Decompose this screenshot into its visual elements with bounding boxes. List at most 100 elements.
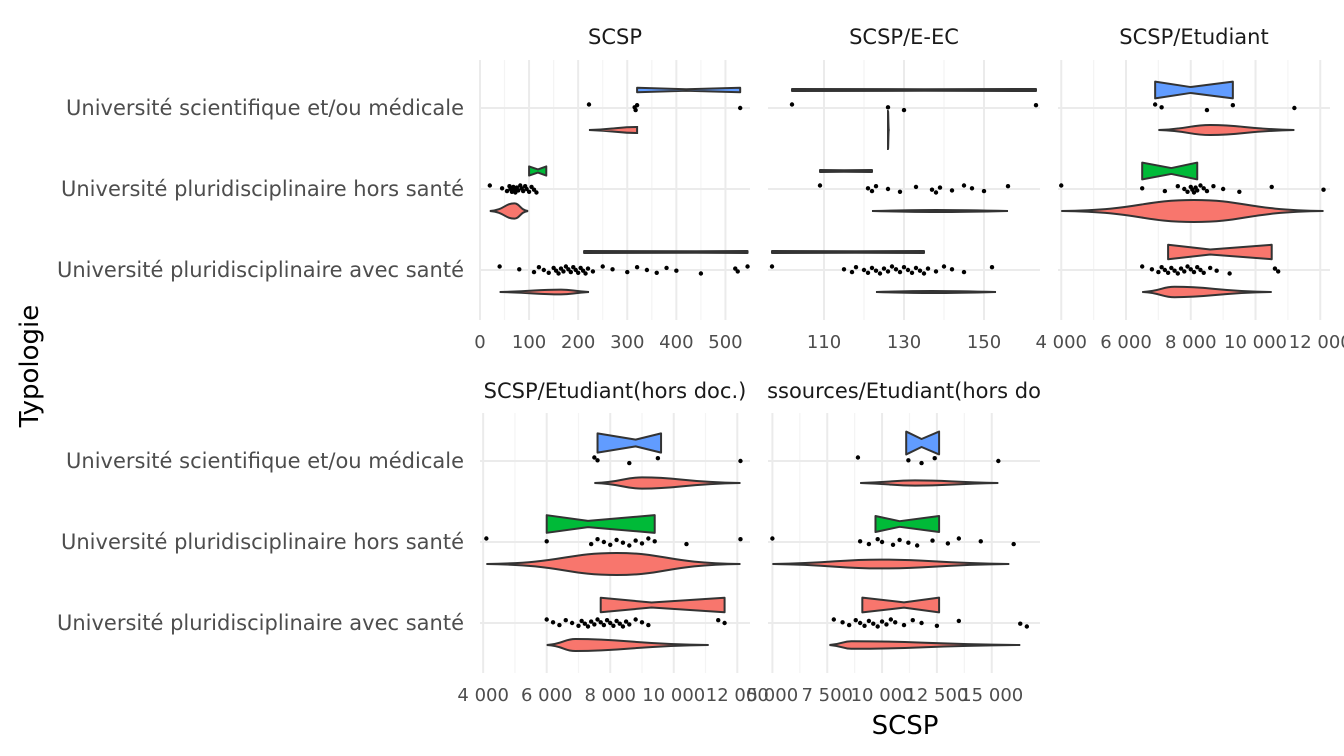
data-point — [1175, 271, 1181, 276]
data-point — [627, 622, 632, 627]
data-point — [646, 536, 651, 541]
data-point — [1156, 269, 1161, 275]
data-point — [1321, 187, 1326, 192]
data-point — [846, 622, 852, 628]
violin-shape — [594, 476, 741, 490]
data-point — [737, 105, 743, 111]
data-point — [738, 537, 743, 542]
data-point — [745, 264, 750, 269]
data-point — [956, 536, 962, 541]
data-point — [617, 621, 622, 626]
x-tick-label: 200 — [561, 332, 595, 353]
data-point — [546, 270, 551, 275]
data-point — [919, 620, 924, 626]
x-tick-label: 400 — [659, 332, 693, 353]
data-point — [627, 543, 632, 548]
x-tick-label: 6 000 — [1100, 332, 1152, 353]
data-point — [893, 620, 898, 625]
data-point — [1292, 105, 1297, 111]
data-point — [849, 269, 855, 275]
data-point — [884, 622, 889, 627]
data-point — [517, 267, 522, 272]
data-point — [862, 623, 867, 628]
violin-shape — [546, 637, 709, 653]
violin-shape — [772, 558, 1010, 570]
data-point — [610, 267, 615, 272]
x-tick-label: 4 000 — [457, 685, 509, 706]
data-point — [929, 187, 935, 192]
data-point — [625, 269, 630, 275]
data-point — [1172, 268, 1177, 273]
data-point — [853, 618, 858, 623]
data-point — [541, 267, 547, 273]
x-tick-label: 150 — [967, 332, 1001, 353]
x-tick-label: 10 000 — [642, 685, 705, 706]
data-point — [595, 458, 600, 463]
data-point — [869, 188, 875, 194]
data-point — [1005, 184, 1011, 189]
y-tick-label: Université pluridisciplinaire avec santé — [57, 258, 464, 282]
data-point — [855, 455, 861, 460]
notch-box — [874, 514, 941, 534]
data-point — [601, 622, 607, 628]
x-tick-label: 6 000 — [521, 685, 573, 706]
data-point — [945, 541, 951, 546]
data-point — [1227, 271, 1232, 276]
data-point — [1191, 190, 1197, 195]
data-point — [644, 267, 650, 273]
data-point — [930, 538, 935, 543]
data-point — [981, 188, 987, 194]
violin-shape — [829, 640, 1021, 650]
data-point — [557, 622, 562, 628]
data-point — [969, 186, 975, 191]
data-point — [913, 265, 919, 271]
data-point — [888, 617, 894, 622]
data-point — [866, 541, 872, 547]
data-point — [1059, 183, 1064, 188]
notch-box — [1167, 243, 1273, 261]
x-tick-label: 10 000 — [1224, 332, 1287, 353]
notch-box — [771, 250, 925, 254]
data-point — [722, 620, 727, 626]
data-point — [1165, 270, 1171, 275]
data-point — [1159, 265, 1164, 270]
y-tick-label: Université scientifique et/ou médicale — [66, 96, 464, 120]
data-point — [909, 270, 915, 275]
data-point — [996, 458, 1001, 464]
data-point — [585, 624, 591, 629]
data-point — [1185, 189, 1190, 194]
data-point — [627, 460, 632, 466]
notch-box — [819, 169, 873, 173]
data-point — [932, 456, 937, 461]
data-point — [600, 264, 605, 269]
data-point — [544, 539, 549, 544]
notch-box — [791, 88, 1037, 92]
violin-shape — [1142, 285, 1272, 299]
data-point — [652, 539, 657, 544]
data-point — [1162, 267, 1168, 273]
data-point — [614, 537, 619, 543]
data-point — [620, 624, 626, 629]
data-point — [873, 268, 879, 273]
data-point — [499, 186, 505, 191]
data-point — [633, 538, 638, 543]
x-tick-label: 8 000 — [1165, 332, 1217, 353]
x-tick-label: 0 — [474, 332, 485, 353]
data-point — [561, 269, 566, 274]
data-point — [1272, 266, 1278, 271]
data-point — [1211, 184, 1216, 189]
notch-box — [596, 432, 663, 454]
data-point — [544, 617, 549, 622]
notch-box — [583, 250, 749, 254]
data-point — [620, 540, 626, 545]
data-point — [604, 618, 610, 623]
data-point — [905, 267, 911, 273]
data-point — [716, 618, 721, 623]
data-point — [487, 183, 493, 188]
data-point — [1188, 267, 1193, 272]
data-point — [937, 185, 943, 190]
data-point — [623, 619, 629, 624]
x-tick-label: 7 500 — [801, 685, 853, 706]
data-point — [1185, 264, 1190, 269]
